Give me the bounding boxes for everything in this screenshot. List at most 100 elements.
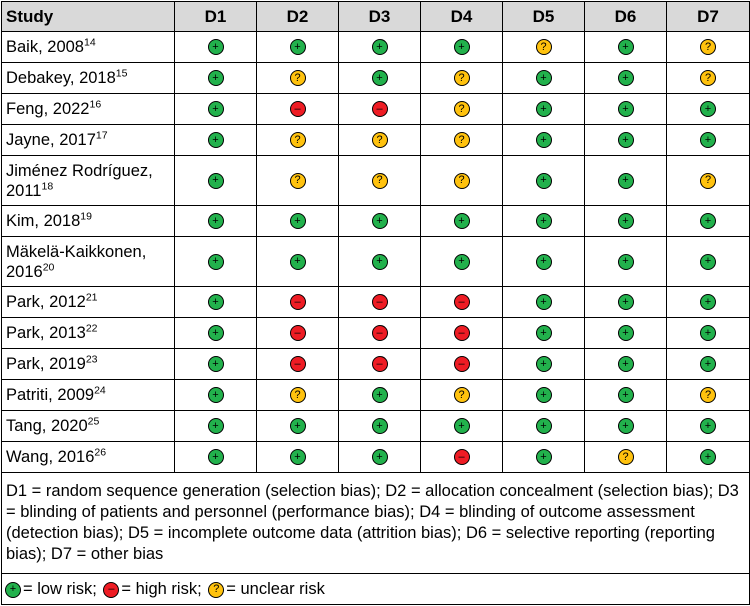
low-risk-icon: +	[371, 449, 388, 466]
study-row: Park, 201322 + – – – + + +	[1, 317, 750, 349]
domain-header: D5	[502, 1, 585, 32]
unclear-risk-icon: ?	[208, 581, 225, 598]
unclear-risk-icon: ?	[700, 70, 716, 87]
study-row: Patriti, 200924 +? +? + +?	[1, 379, 750, 411]
low-risk-icon: +	[617, 418, 634, 435]
study-label: Patriti, 2009	[6, 386, 95, 404]
rating-cell: +	[338, 31, 421, 63]
rating-cell: –	[420, 317, 503, 349]
study-name: Kim, 201819	[1, 205, 175, 237]
unclear-risk-icon: ?	[700, 172, 716, 189]
low-risk-icon: +	[289, 418, 306, 435]
rating-cell: +	[174, 348, 257, 380]
low-risk-icon: +	[617, 39, 634, 56]
risk-legend: + = low risk; – = high risk; ? = unclear ri…	[1, 573, 750, 605]
study-name: Park, 201221	[1, 286, 175, 318]
low-risk-icon: +	[207, 418, 224, 435]
study-row: Mäkelä-Kaikkonen, 201620 + + + + + + +	[1, 236, 750, 287]
unclear-risk-icon: ?	[371, 172, 388, 189]
rating-cell: –	[338, 93, 421, 125]
reference-number: 17	[95, 129, 108, 142]
rating-cell: ?	[420, 62, 503, 94]
header-row: Study D1 D2 D3 D4 D5 D6 D7	[1, 1, 750, 32]
low-risk-icon: +	[207, 356, 224, 373]
unclear-risk-icon: ?	[289, 132, 306, 149]
low-risk-icon: +	[207, 294, 224, 311]
rating-cell: ?	[666, 155, 750, 206]
rating-cell: +	[666, 441, 750, 473]
rating-cell: +	[420, 236, 503, 287]
low-risk-icon: +	[617, 132, 634, 149]
rating-cell: +	[256, 205, 339, 237]
study-label: Kim, 2018	[6, 212, 81, 230]
rating-cell: +	[584, 93, 667, 125]
rating-cell: +	[584, 236, 667, 287]
rating-cell: ?	[338, 155, 421, 206]
rating-cell: +	[420, 31, 503, 63]
study-label: Jiménez Rodríguez, 2011	[6, 161, 153, 200]
study-name: Baik, 200814	[1, 31, 175, 63]
low-risk-icon: +	[207, 70, 224, 87]
low-risk-icon: +	[617, 253, 634, 270]
unclear-risk-icon: ?	[700, 387, 716, 404]
legend-definitions-row: D1 = random sequence generation (selecti…	[1, 472, 750, 574]
low-risk-icon: +	[617, 70, 634, 87]
rating-cell: +	[174, 155, 257, 206]
low-risk-icon: +	[5, 581, 21, 598]
low-risk-icon: +	[207, 132, 224, 149]
study-name: Patriti, 200924	[1, 379, 175, 411]
rating-cell: +	[666, 236, 750, 287]
low-risk-icon: +	[535, 387, 552, 404]
rating-cell: +	[256, 31, 339, 63]
reference-number: 24	[94, 384, 106, 397]
high-risk-icon: –	[453, 449, 470, 466]
low-risk-icon: +	[289, 253, 306, 270]
rating-cell: +	[502, 348, 585, 380]
low-risk-icon: +	[617, 294, 634, 311]
rating-cell: +	[502, 124, 585, 156]
study-name: Tang, 202025	[1, 410, 175, 442]
study-row: Feng, 202216 + – –? + + +	[1, 93, 750, 125]
rating-cell: +	[174, 205, 257, 237]
low-risk-icon: +	[700, 325, 716, 342]
rating-cell: +	[584, 410, 667, 442]
high-risk-icon: –	[453, 356, 470, 373]
rating-cell: +	[584, 286, 667, 318]
low-risk-icon: +	[371, 213, 388, 230]
low-risk-icon: +	[535, 132, 552, 149]
high-risk-icon: –	[453, 294, 470, 311]
rating-cell: +	[502, 410, 585, 442]
domain-header: D7	[666, 1, 750, 32]
low-risk-label: = low risk;	[23, 580, 97, 598]
low-risk-icon: +	[535, 172, 552, 189]
rating-cell: +	[584, 31, 667, 63]
rating-cell: +	[174, 441, 257, 473]
rating-cell: +	[666, 317, 750, 349]
rating-cell: +	[584, 348, 667, 380]
unclear-risk-icon: ?	[289, 387, 306, 404]
rating-cell: ?	[666, 31, 750, 63]
study-label: Tang, 2020	[6, 417, 88, 435]
reference-number: 25	[87, 415, 100, 428]
low-risk-icon: +	[207, 39, 224, 56]
rating-cell: –	[338, 317, 421, 349]
high-risk-icon: –	[371, 294, 388, 311]
rating-cell: ?	[256, 62, 339, 94]
rating-cell: +	[502, 441, 585, 473]
study-row: Baik, 200814 + + + +? +?	[1, 31, 750, 63]
rating-cell: ?	[256, 124, 339, 156]
low-risk-icon: +	[207, 449, 224, 466]
rating-cell: +	[584, 124, 667, 156]
rating-cell: +	[584, 155, 667, 206]
study-name: Debakey, 201815	[1, 62, 175, 94]
reference-number: 21	[85, 291, 98, 304]
study-label: Debakey, 2018	[6, 69, 116, 87]
low-risk-icon: +	[535, 101, 552, 118]
low-risk-icon: +	[617, 101, 634, 118]
rating-cell: +	[502, 379, 585, 411]
low-risk-icon: +	[700, 418, 716, 435]
high-risk-icon: –	[289, 356, 306, 373]
unclear-risk-icon: ?	[371, 132, 388, 149]
unclear-risk-icon: ?	[535, 39, 552, 56]
